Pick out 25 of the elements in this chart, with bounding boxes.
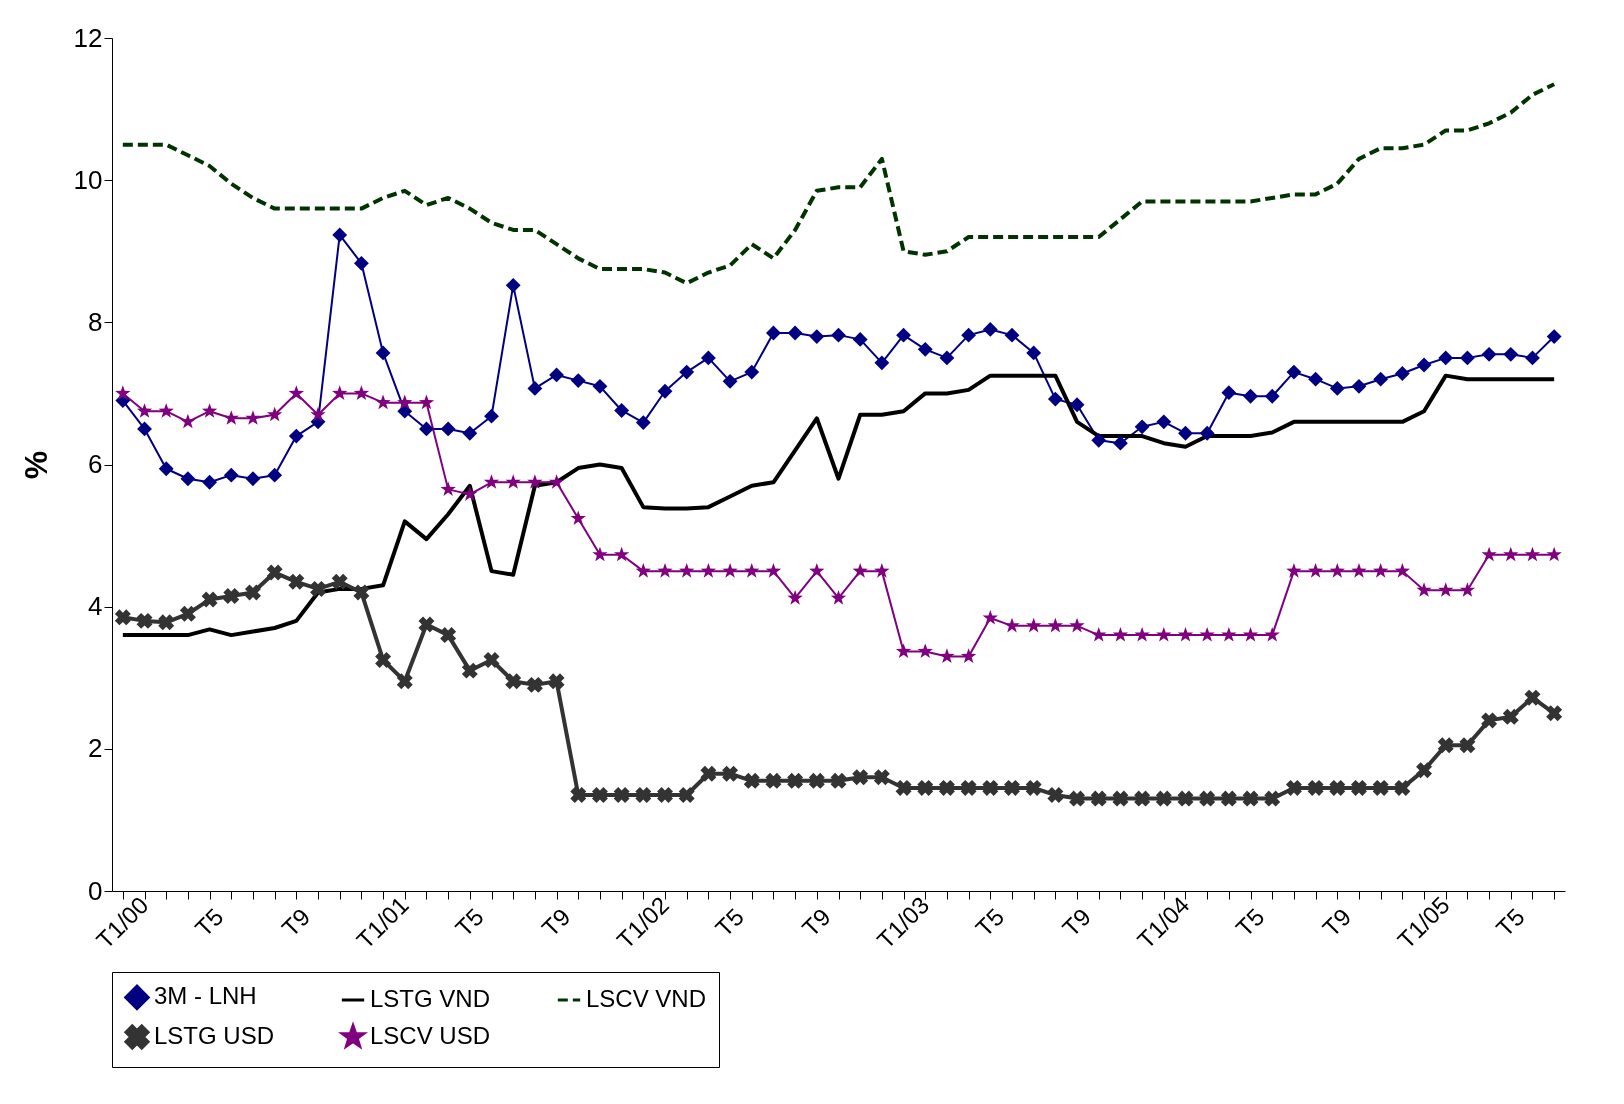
y-tick-label: 10 xyxy=(73,164,103,195)
legend-label: LSTG USD xyxy=(154,1022,275,1049)
x-tick-label: T9 xyxy=(1317,902,1357,942)
y-tick-label: 6 xyxy=(88,449,103,479)
legend-label: LSCV VND xyxy=(586,985,707,1012)
y-axis-title: % xyxy=(17,450,54,480)
y-tick-label: 8 xyxy=(88,306,103,337)
x-tick-label: T5 xyxy=(449,902,489,942)
line-series xyxy=(120,82,1557,286)
legend-label: 3M - LNH xyxy=(154,982,257,1010)
y-tick-label: 2 xyxy=(88,733,103,764)
x-tick-label: T5 xyxy=(1490,902,1530,942)
y-tick-label: 12 xyxy=(73,22,103,53)
x-tick-label: T9 xyxy=(536,902,576,942)
x-tick-label: T9 xyxy=(796,902,836,942)
x-tick-label: T9 xyxy=(1057,902,1096,942)
x-tick-label: T5 xyxy=(710,902,749,942)
y-tick-label: 0 xyxy=(88,875,103,906)
x-tick-label: T5 xyxy=(189,902,229,942)
legend-label: LSTG VND xyxy=(370,985,491,1012)
x-tick-label: T9 xyxy=(276,902,316,942)
legend-label: LSCV USD xyxy=(370,1022,491,1049)
y-tick-label: 4 xyxy=(88,591,103,622)
x-tick-label: T5 xyxy=(1230,902,1270,942)
x-tick-label: T5 xyxy=(970,902,1010,942)
